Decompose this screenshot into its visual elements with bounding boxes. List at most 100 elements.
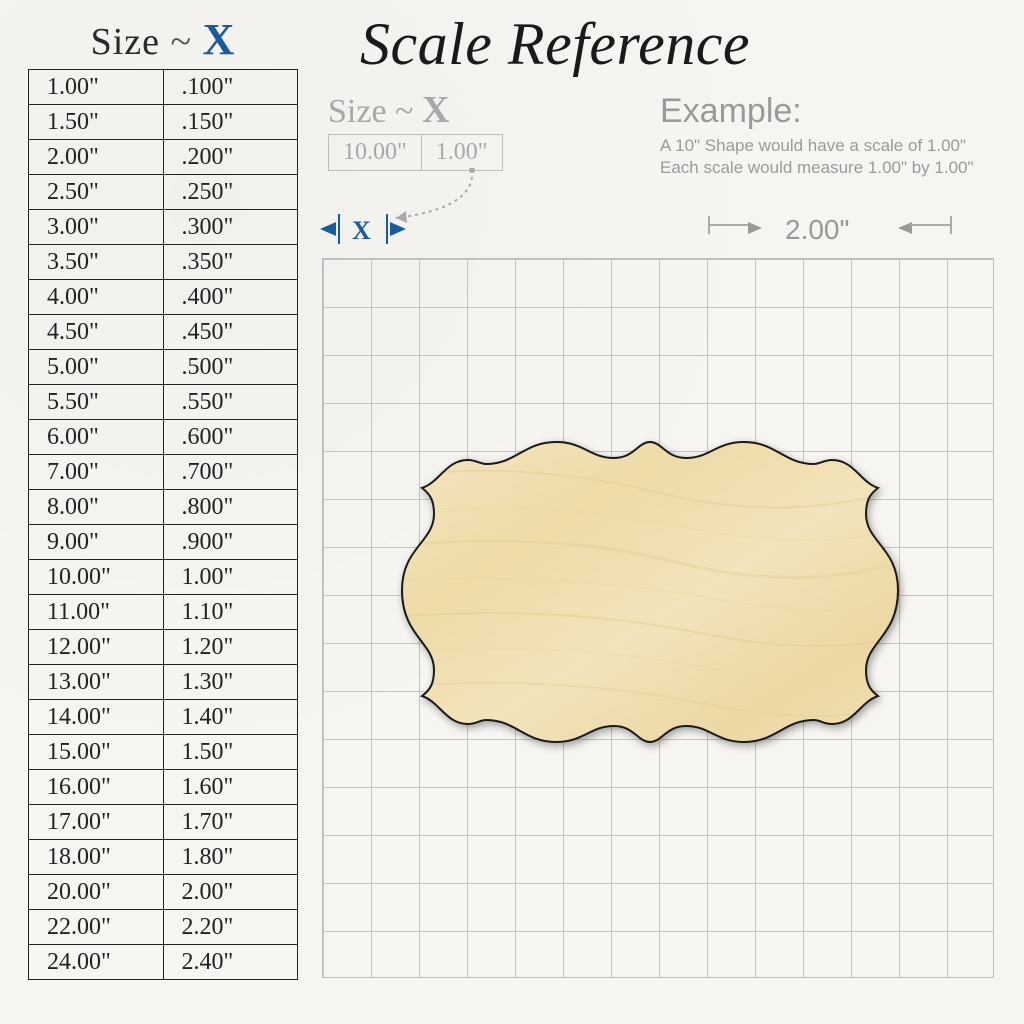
table-cell: 4.50" [29,315,164,350]
size-example-x: X [422,89,449,131]
table-row: 8.00".800" [29,490,298,525]
table-row: 1.00".100" [29,70,298,105]
table-cell: 3.50" [29,245,164,280]
table-cell: 1.40" [163,700,298,735]
example-header: Example: [660,92,974,131]
table-row: 6.00".600" [29,420,298,455]
marker-label: 2.00" [785,214,849,246]
example-text-block: Example: A 10" Shape would have a scale … [660,92,974,179]
table-cell: 6.00" [29,420,164,455]
table-cell: 10.00" [29,560,164,595]
table-cell: 1.70" [163,805,298,840]
table-cell: .700" [163,455,298,490]
table-cell: 1.50" [29,105,164,140]
tick-left [338,214,340,244]
example-line2: Each scale would measure 1.00" by 1.00" [660,157,974,179]
table-row: 4.50".450" [29,315,298,350]
table-cell: .350" [163,245,298,280]
grid-scale-marker: 2.00" [700,210,970,250]
marker-tick-right [950,216,952,234]
table-cell: .150" [163,105,298,140]
table-row: 12.00"1.20" [29,630,298,665]
table-row: 2.00".200" [29,140,298,175]
table-cell: 2.50" [29,175,164,210]
table-cell: 22.00" [29,910,164,945]
table-cell: 1.10" [163,595,298,630]
table-cell: 11.00" [29,595,164,630]
tick-right [386,214,388,244]
table-cell: .200" [163,140,298,175]
table-cell: .500" [163,350,298,385]
table-row: 15.00"1.50" [29,735,298,770]
table-cell: 17.00" [29,805,164,840]
table-cell: 1.00" [163,560,298,595]
table-row: 20.00"2.00" [29,875,298,910]
table-cell: .300" [163,210,298,245]
size-example-block: Size ~ X 10.00" 1.00" [328,88,503,171]
table-cell: .250" [163,175,298,210]
table-row: 3.00".300" [29,210,298,245]
table-cell: .400" [163,280,298,315]
table-cell: 14.00" [29,700,164,735]
table-row: 9.00".900" [29,525,298,560]
title-size-text: Size [91,21,160,63]
x-scale-indicator: X [318,214,438,254]
table-cell: 7.00" [29,455,164,490]
table-cell: 3.00" [29,210,164,245]
table-row: 16.00"1.60" [29,770,298,805]
table-row: 22.00"2.20" [29,910,298,945]
example-line1: A 10" Shape would have a scale of 1.00" [660,135,974,157]
table-cell: .450" [163,315,298,350]
table-cell: 16.00" [29,770,164,805]
marker-arrow-right-icon [748,222,762,234]
arrow-right-icon [390,222,406,236]
table-cell: 1.20" [163,630,298,665]
table-row: 3.50".350" [29,245,298,280]
x-indicator-label: X [352,216,371,246]
table-cell: .800" [163,490,298,525]
table-cell: 20.00" [29,875,164,910]
title-dash: ~ [171,21,193,63]
table-cell: 2.00" [163,875,298,910]
table-row: 5.00".500" [29,350,298,385]
table-row: 17.00"1.70" [29,805,298,840]
table-cell: 13.00" [29,665,164,700]
table-cell: 24.00" [29,945,164,980]
table-cell: 12.00" [29,630,164,665]
table-cell: .900" [163,525,298,560]
table-cell: 5.00" [29,350,164,385]
table-cell: 18.00" [29,840,164,875]
table-cell: 1.60" [163,770,298,805]
marker-bar-left [710,224,750,226]
table-row: 11.00"1.10" [29,595,298,630]
table-row: 1.50".150" [29,105,298,140]
table-cell: 5.50" [29,385,164,420]
arrow-left-icon [320,222,336,236]
table-cell: 2.00" [29,140,164,175]
wood-plaque-shape [400,438,900,746]
table-cell: .550" [163,385,298,420]
table-cell: 2.20" [163,910,298,945]
table-cell: 1.00" [29,70,164,105]
table-cell: .600" [163,420,298,455]
table-row: 13.00"1.30" [29,665,298,700]
table-row: 14.00"1.40" [29,700,298,735]
table-cell: 4.00" [29,280,164,315]
table-cell: 2.40" [163,945,298,980]
table-row: 7.00".700" [29,455,298,490]
table-row: 2.50".250" [29,175,298,210]
size-example-dash: ~ [395,93,413,130]
size-table-container: Size ~ X 1.00".100"1.50".150"2.00".200"2… [28,14,298,980]
size-example-table: 10.00" 1.00" [328,134,503,171]
size-table: 1.00".100"1.50".150"2.00".200"2.50".250"… [28,69,298,980]
table-row: 24.00"2.40" [29,945,298,980]
size-example-label: Size ~ X [328,88,503,132]
table-cell: 1.80" [163,840,298,875]
table-row: 10.00"1.00" [29,560,298,595]
size-example-c2: 1.00" [421,135,502,171]
title-x: X [203,15,236,64]
table-row: 18.00"1.80" [29,840,298,875]
table-cell: 1.30" [163,665,298,700]
table-cell: .100" [163,70,298,105]
table-row: 5.50".550" [29,385,298,420]
